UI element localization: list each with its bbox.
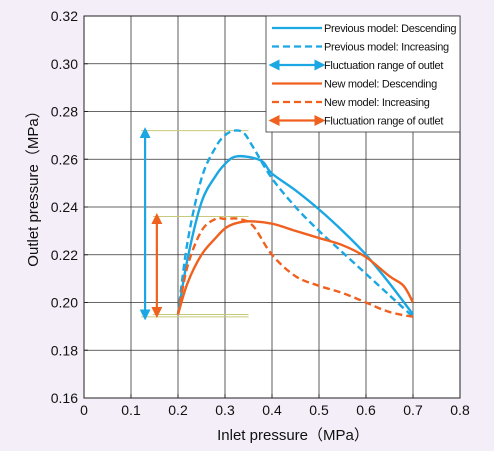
x-tick-label: 0.4 bbox=[262, 402, 282, 418]
series-group bbox=[176, 129, 415, 318]
x-tick-label: 0.3 bbox=[215, 402, 235, 418]
y-tick-label: 0.26 bbox=[51, 151, 78, 167]
y-axis-title: Outlet pressure（MPa） bbox=[25, 103, 42, 266]
series-line-2 bbox=[176, 129, 414, 318]
series-line-4 bbox=[176, 216, 414, 318]
legend: Previous model: Descending Previous model… bbox=[265, 15, 461, 133]
y-tick-label: 0.28 bbox=[51, 104, 78, 120]
series-line-3 bbox=[176, 220, 415, 315]
fluctuation-arrows bbox=[139, 127, 163, 321]
x-tick-label: 0.5 bbox=[309, 402, 329, 418]
axis-ticks: 0 0.1 0.2 0.3 0.4 0.5 0.6 0.7 0.8 0.16 0.18 0.20 0.2… bbox=[51, 8, 470, 418]
x-tick-label: 0.2 bbox=[168, 402, 188, 418]
x-tick-label: 0.7 bbox=[403, 402, 423, 418]
x-tick-label: 0 bbox=[80, 402, 88, 418]
x-tick-label: 0.1 bbox=[121, 402, 141, 418]
y-tick-label: 0.22 bbox=[51, 247, 78, 263]
y-tick-label: 0.18 bbox=[51, 342, 78, 358]
y-tick-label: 0.20 bbox=[51, 295, 78, 311]
legend-label: Fluctuation range of outlet bbox=[324, 116, 443, 128]
legend-label: New model: Descending bbox=[324, 79, 437, 91]
y-tick-label: 0.30 bbox=[51, 56, 78, 72]
legend-label: Previous model: Increasing bbox=[324, 42, 449, 54]
legend-label: Previous model: Descending bbox=[324, 23, 456, 35]
x-tick-label: 0.8 bbox=[450, 402, 470, 418]
x-tick-label: 0.6 bbox=[356, 402, 376, 418]
legend-label: New model: Increasing bbox=[324, 97, 430, 109]
y-tick-label: 0.16 bbox=[51, 390, 78, 406]
legend-label: Fluctuation range of outlet bbox=[324, 60, 443, 72]
legend-box bbox=[265, 15, 461, 133]
y-tick-label: 0.24 bbox=[51, 199, 78, 215]
y-tick-label: 0.32 bbox=[51, 8, 78, 24]
x-axis-title: Inlet pressure（MPa） bbox=[217, 427, 369, 444]
